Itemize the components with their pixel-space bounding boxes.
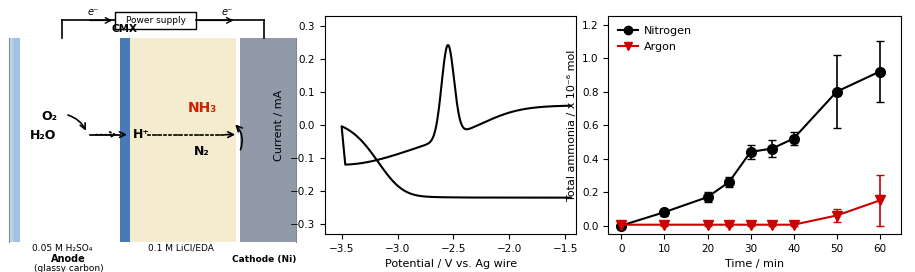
Bar bbox=[12, 38, 17, 242]
Bar bbox=[10, 38, 16, 242]
Bar bbox=[12, 38, 17, 242]
Bar bbox=[13, 38, 18, 242]
Text: CMX: CMX bbox=[112, 24, 138, 34]
Bar bbox=[120, 38, 130, 242]
Text: Power supply: Power supply bbox=[125, 16, 186, 25]
Bar bbox=[12, 38, 17, 242]
Text: O₂: O₂ bbox=[42, 110, 58, 123]
Bar bbox=[14, 38, 19, 242]
Bar bbox=[240, 38, 296, 242]
Text: e⁻: e⁻ bbox=[221, 7, 232, 17]
Text: (glassy carbon): (glassy carbon) bbox=[34, 264, 103, 272]
Text: e⁻: e⁻ bbox=[88, 7, 99, 17]
Bar bbox=[14, 38, 20, 242]
Bar bbox=[10, 38, 16, 242]
Bar bbox=[11, 38, 16, 242]
Text: NH₃: NH₃ bbox=[188, 101, 217, 115]
Text: 0.1 M LiCl/EDA: 0.1 M LiCl/EDA bbox=[147, 244, 213, 253]
Bar bbox=[9, 38, 15, 242]
Bar bbox=[13, 38, 18, 242]
Bar bbox=[15, 38, 20, 242]
Legend: Nitrogen, Argon: Nitrogen, Argon bbox=[614, 22, 696, 56]
Text: 0.05 M H₂SO₄: 0.05 M H₂SO₄ bbox=[32, 244, 92, 253]
Bar bbox=[10, 38, 16, 242]
Bar bbox=[10, 38, 16, 242]
X-axis label: Potential / V vs. Ag wire: Potential / V vs. Ag wire bbox=[384, 259, 517, 269]
Text: Cathode (Ni): Cathode (Ni) bbox=[232, 255, 296, 264]
Text: H₂O: H₂O bbox=[30, 129, 57, 142]
Bar bbox=[11, 38, 16, 242]
Bar bbox=[14, 38, 19, 242]
Text: H⁺: H⁺ bbox=[133, 128, 150, 141]
FancyBboxPatch shape bbox=[115, 12, 196, 29]
Bar bbox=[127, 38, 236, 242]
Bar bbox=[15, 38, 20, 242]
Y-axis label: Total ammonia / x 10⁻⁶ mol: Total ammonia / x 10⁻⁶ mol bbox=[566, 50, 576, 201]
Text: N₂: N₂ bbox=[194, 145, 210, 158]
Text: Anode: Anode bbox=[51, 255, 86, 264]
Y-axis label: Current / mA: Current / mA bbox=[274, 89, 285, 161]
Bar bbox=[13, 38, 19, 242]
Bar bbox=[11, 38, 16, 242]
X-axis label: Time / min: Time / min bbox=[726, 259, 784, 269]
Bar bbox=[13, 38, 18, 242]
